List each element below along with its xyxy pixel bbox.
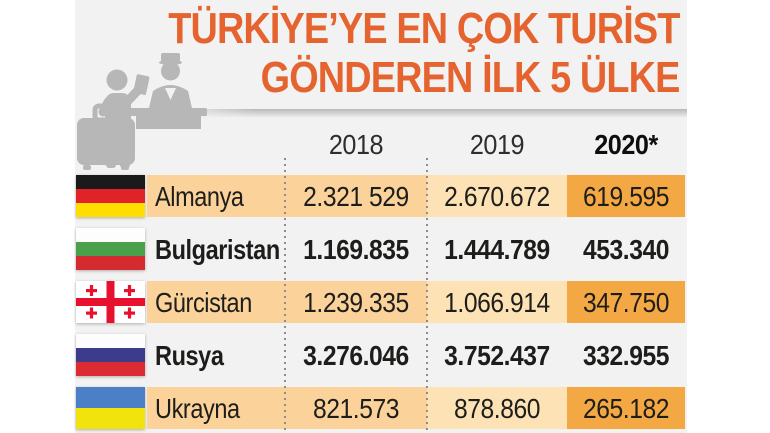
country-name: Bulgaristan — [155, 234, 280, 265]
row-band — [147, 281, 427, 323]
row-band — [147, 387, 427, 429]
page-title-line-2: GÖNDEREN İLK 5 ÜLKE — [260, 53, 680, 102]
column-separator-dotted — [426, 158, 428, 430]
value-2018: 821.573 — [313, 393, 399, 424]
page-title: TÜRKİYE’YE EN ÇOK TURİST GÖNDEREN İLK 5 … — [85, 4, 680, 102]
traveler-at-reception-desk-icon — [75, 50, 233, 174]
table-row-rusya: Rusya 3.276.046 3.752.437 332.955 — [75, 334, 687, 376]
value-2019: 3.752.437 — [444, 340, 550, 371]
country-name: Gürcistan — [155, 287, 252, 318]
value-2020: 619.595 — [583, 181, 669, 212]
row-band-highlight — [567, 281, 685, 323]
value-2019: 1.444.789 — [444, 234, 550, 265]
value-2020: 332.955 — [583, 340, 669, 371]
table-row-almanya: Almanya 2.321 529 2.670.672 619.595 — [75, 175, 687, 217]
country-name: Rusya — [155, 340, 224, 371]
country-name: Almanya — [155, 181, 244, 212]
germany-flag-icon — [76, 175, 145, 217]
value-2018: 3.276.046 — [303, 340, 409, 371]
year-header-2019: 2019 — [469, 129, 525, 160]
row-band — [427, 281, 567, 323]
value-2019: 2.670.672 — [444, 181, 550, 212]
year-header-2018: 2018 — [328, 129, 384, 160]
country-name: Ukrayna — [155, 393, 240, 424]
year-header-2020: 2020* — [594, 129, 658, 160]
title-card-shadow — [167, 109, 687, 118]
value-2018: 1.169.835 — [303, 234, 409, 265]
table-row-ukrayna: Ukrayna 821.573 878.860 265.182 — [75, 387, 687, 429]
value-2020: 347.750 — [583, 287, 669, 318]
table-row-gurcistan: Gürcistan 1.239.335 1.066.914 347.750 — [75, 281, 687, 323]
ukraine-flag-icon — [76, 387, 145, 429]
row-band — [147, 175, 427, 217]
table-row-bulgaristan: Bulgaristan 1.169.835 1.444.789 453.340 — [75, 228, 687, 270]
page-title-line-1: TÜRKİYE’YE EN ÇOK TURİST — [167, 4, 680, 53]
row-band-highlight — [567, 387, 685, 429]
value-2020: 265.182 — [583, 393, 669, 424]
georgia-flag-icon — [76, 281, 145, 323]
value-2020: 453.340 — [583, 234, 669, 265]
value-2019: 1.066.914 — [444, 287, 550, 318]
russia-flag-icon — [76, 334, 145, 376]
value-2019: 878.860 — [454, 393, 540, 424]
row-band — [427, 387, 567, 429]
column-separator-dotted — [284, 158, 286, 430]
row-band-highlight — [567, 175, 685, 217]
value-2018: 2.321 529 — [303, 181, 409, 212]
value-2018: 1.239.335 — [303, 287, 409, 318]
row-band — [427, 175, 567, 217]
content-area: TÜRKİYE’YE EN ÇOK TURİST GÖNDEREN İLK 5 … — [75, 0, 687, 433]
bulgaria-flag-icon — [76, 228, 145, 270]
